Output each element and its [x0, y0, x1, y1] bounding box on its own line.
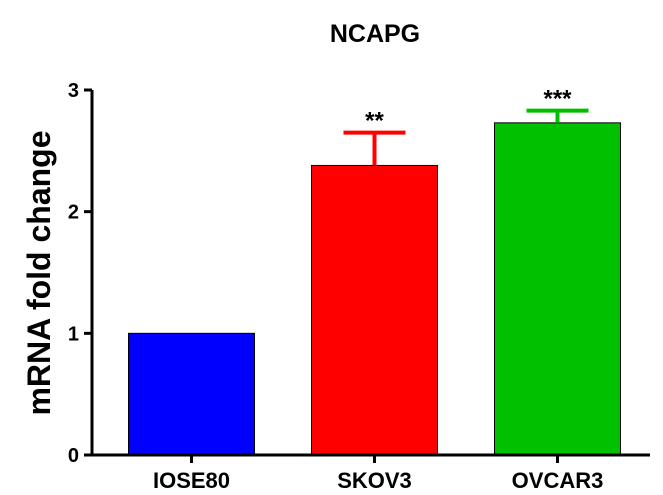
x-tick-label-skov3: SKOV3	[337, 468, 412, 493]
x-tick-label-iose80: IOSE80	[153, 468, 230, 493]
plot-area: IOSE80 ** SKOV3 *** OVCAR3 0 1 2 3	[68, 80, 650, 493]
bar-ovcar3	[494, 122, 621, 456]
y-tick-label: 3	[68, 80, 79, 102]
y-axis-label: mRNA fold change	[21, 130, 57, 415]
chart-title: NCAPG	[330, 20, 420, 48]
bar-skov3	[311, 164, 438, 456]
significance-label-ovcar3: ***	[543, 86, 572, 113]
y-tick-label: 1	[68, 323, 79, 345]
significance-label-skov3: **	[365, 108, 384, 135]
y-tick-label: 0	[68, 445, 79, 467]
y-tick-label: 2	[68, 202, 79, 224]
x-tick-label-ovcar3: OVCAR3	[512, 468, 604, 493]
bar-iose80	[128, 332, 255, 456]
